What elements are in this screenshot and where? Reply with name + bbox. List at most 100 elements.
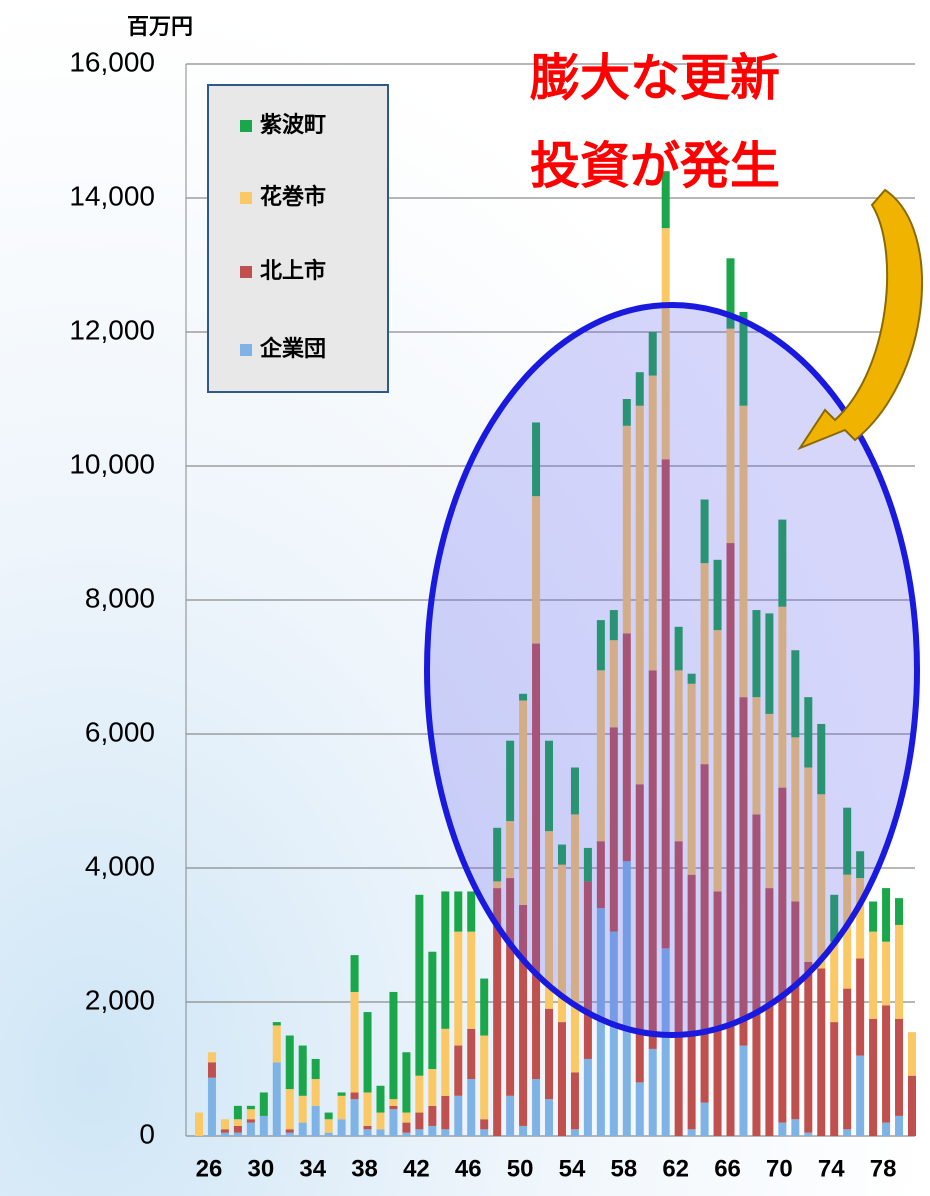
- bar-segment: [869, 931, 878, 1019]
- bar-segment: [583, 881, 592, 1059]
- y-tick-label: 14,000: [69, 180, 155, 211]
- bar-segment: [259, 1115, 268, 1136]
- bar-segment: [285, 1129, 294, 1133]
- bar-segment: [622, 633, 631, 862]
- bar-segment: [609, 610, 618, 641]
- bar-segment: [246, 1119, 255, 1123]
- y-tick-label: 12,000: [69, 314, 155, 345]
- bar-segment: [817, 794, 826, 969]
- bar-segment: [622, 399, 631, 426]
- bar-segment: [648, 670, 657, 1049]
- bar-segment: [804, 767, 813, 962]
- bar-segment: [674, 626, 683, 671]
- bar-segment: [869, 901, 878, 932]
- bar-segment: [739, 697, 748, 1046]
- bar-segment: [830, 894, 839, 942]
- bar-segment: [467, 1028, 476, 1080]
- bar-segment: [700, 764, 709, 1103]
- bar-segment: [545, 1099, 554, 1136]
- bar-segment: [557, 864, 566, 1023]
- bar-segment: [635, 784, 644, 1083]
- bar-segment: [778, 787, 787, 1123]
- bar-segment: [220, 1119, 229, 1130]
- bar-segment: [545, 1008, 554, 1100]
- bar-segment: [220, 1129, 229, 1133]
- bar-segment: [454, 891, 463, 932]
- x-tick-label: 38: [351, 1155, 378, 1182]
- x-tick-label: 70: [766, 1155, 793, 1182]
- bar-segment: [480, 1035, 489, 1120]
- bar-segment: [519, 700, 528, 905]
- bar-segment: [609, 727, 618, 932]
- bar-segment: [350, 1092, 359, 1100]
- bar-segment: [895, 898, 904, 925]
- bar-segment: [415, 894, 424, 1076]
- bar-segment: [506, 821, 515, 879]
- bar-segment: [493, 827, 502, 882]
- bar-segment: [674, 841, 683, 1136]
- bar-segment: [363, 1129, 372, 1136]
- bar-segment: [843, 807, 852, 875]
- bar-segment: [298, 1122, 307, 1136]
- bar-segment: [246, 1105, 255, 1110]
- y-axis-unit: 百万円: [127, 14, 193, 39]
- bar-segment: [791, 650, 800, 738]
- bar-segment: [687, 683, 696, 875]
- y-tick-label: 0: [139, 1118, 155, 1149]
- bar-segment: [856, 1055, 865, 1136]
- bar-segment: [687, 673, 696, 684]
- bar-segment: [830, 941, 839, 1023]
- bar-segment: [337, 1119, 346, 1136]
- bar-segment: [804, 1132, 813, 1136]
- x-tick-label: 54: [559, 1155, 586, 1182]
- bar-segment: [583, 847, 592, 882]
- bar-segment: [570, 767, 579, 815]
- bar-segment: [454, 931, 463, 1046]
- bar-segment: [233, 1125, 242, 1133]
- bar-segment: [674, 670, 683, 842]
- bar-segment: [441, 1028, 450, 1096]
- bar-segment: [545, 740, 554, 832]
- bar-segment: [415, 1075, 424, 1113]
- y-tick-label: 8,000: [85, 582, 155, 613]
- bar-segment: [752, 697, 761, 815]
- bar-segment: [661, 171, 670, 229]
- bar-segment: [337, 1092, 346, 1096]
- bar-segment: [246, 1109, 255, 1120]
- bar-segment: [441, 1095, 450, 1130]
- bar-segment: [635, 1082, 644, 1136]
- bar-segment: [233, 1132, 242, 1136]
- legend-swatch: [240, 266, 252, 278]
- bar-segment: [570, 1129, 579, 1136]
- x-tick-label: 66: [714, 1155, 741, 1182]
- bar-segment: [726, 543, 735, 1136]
- bar-segment: [428, 1105, 437, 1126]
- bar-segment: [389, 1105, 398, 1110]
- bar-segment: [376, 1129, 385, 1136]
- x-tick-label: 34: [299, 1155, 326, 1182]
- bar-segment: [350, 991, 359, 1093]
- bar-segment: [700, 1102, 709, 1136]
- bar-segment: [428, 951, 437, 1069]
- bar-segment: [882, 1005, 891, 1123]
- x-tick-label: 62: [662, 1155, 689, 1182]
- bar-segment: [752, 610, 761, 698]
- bar-segment: [532, 422, 541, 497]
- bar-segment: [285, 1089, 294, 1130]
- bar-segment: [402, 1052, 411, 1113]
- legend-swatch: [240, 344, 252, 356]
- bar-segment: [207, 1062, 216, 1078]
- bar-segment: [908, 1075, 916, 1136]
- bar-segment: [467, 1079, 476, 1136]
- bar-segment: [441, 1129, 450, 1136]
- bar-segment: [804, 697, 813, 768]
- bar-segment: [337, 1095, 346, 1120]
- bar-segment: [882, 888, 891, 942]
- bar-segment: [506, 740, 515, 822]
- bar-segment: [207, 1077, 216, 1136]
- bar-segment: [856, 958, 865, 1056]
- bar-segment: [272, 1062, 281, 1136]
- bar-segment: [791, 737, 800, 902]
- bar-segment: [609, 931, 618, 1136]
